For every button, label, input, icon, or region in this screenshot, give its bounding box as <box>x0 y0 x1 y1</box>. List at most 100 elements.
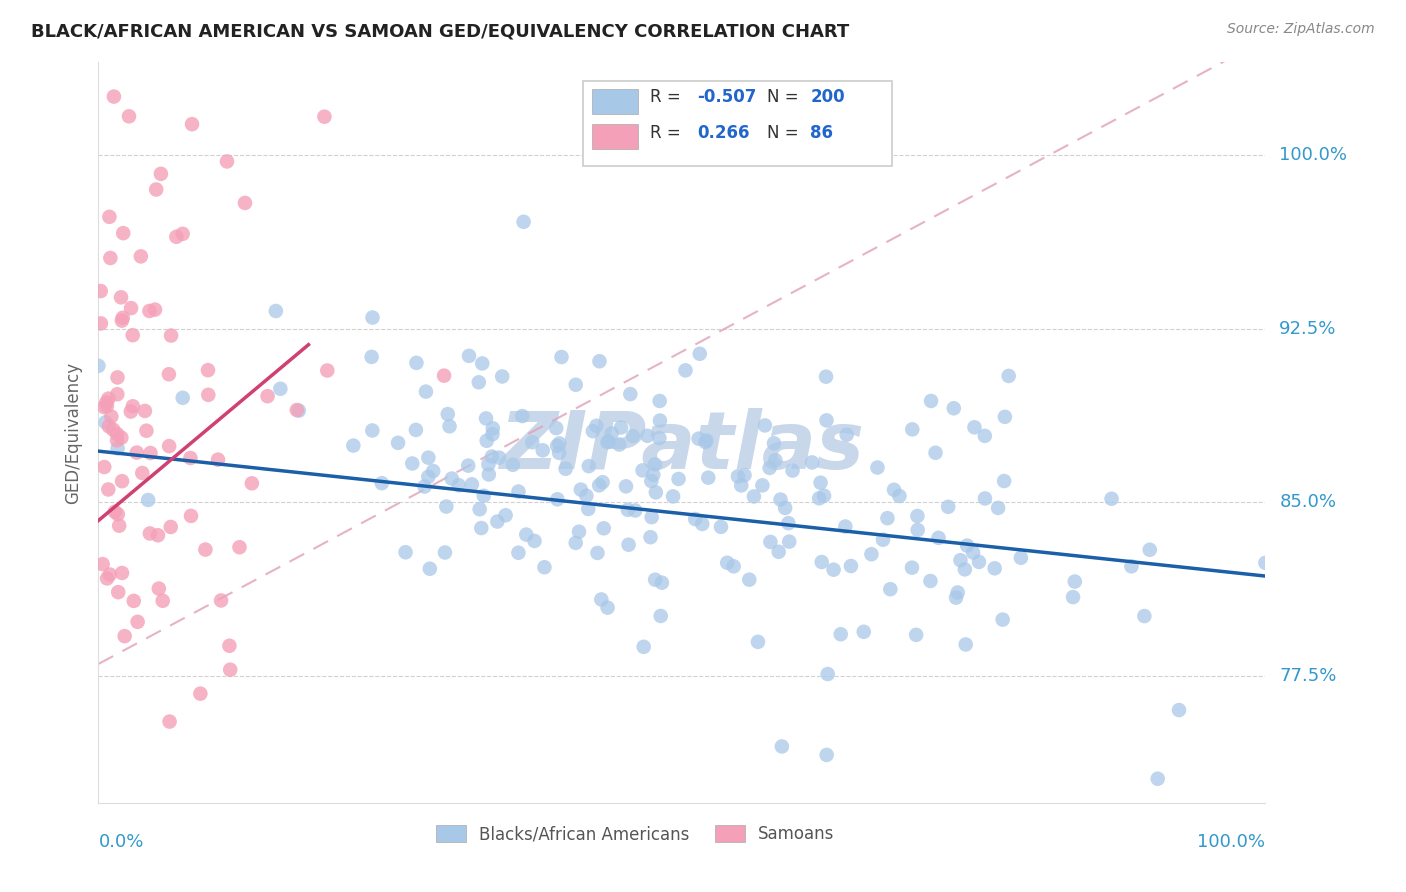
Point <box>1139 542 1161 557</box>
Text: 92.5%: 92.5% <box>1279 319 1337 337</box>
Point <box>361 310 384 325</box>
Point <box>697 470 720 484</box>
Point <box>905 508 928 523</box>
Point <box>433 545 456 559</box>
Point <box>866 460 889 475</box>
Point <box>314 110 336 124</box>
Point <box>405 356 427 370</box>
Point <box>98 567 121 582</box>
Point <box>194 542 217 557</box>
Point <box>1121 559 1143 574</box>
Point <box>759 535 782 549</box>
Point <box>143 833 166 847</box>
Point <box>588 354 610 368</box>
Point <box>962 545 984 559</box>
Point <box>105 814 128 828</box>
Point <box>621 429 644 443</box>
Point <box>1254 556 1277 570</box>
Point <box>994 409 1017 424</box>
Point <box>1168 703 1191 717</box>
Point <box>942 401 965 416</box>
Point <box>586 546 609 560</box>
Point <box>531 443 554 458</box>
Point <box>491 369 513 384</box>
Point <box>107 370 129 384</box>
Point <box>695 434 717 448</box>
Point <box>754 418 776 433</box>
Point <box>481 427 503 442</box>
Point <box>475 411 498 425</box>
Point <box>105 427 128 442</box>
Point <box>651 575 673 590</box>
Point <box>924 446 946 460</box>
Point <box>148 582 170 596</box>
Point <box>834 519 856 533</box>
Point <box>495 508 517 523</box>
Point <box>190 687 212 701</box>
Point <box>953 562 976 576</box>
FancyBboxPatch shape <box>582 81 891 166</box>
Point <box>675 363 697 377</box>
Point <box>215 154 238 169</box>
Point <box>482 421 505 435</box>
Point <box>97 419 120 434</box>
Point <box>104 505 127 519</box>
Point <box>648 431 671 445</box>
Point <box>727 469 749 483</box>
Point <box>488 450 510 465</box>
Point <box>475 434 498 448</box>
Point <box>644 485 666 500</box>
Text: R =: R = <box>651 88 686 106</box>
Point <box>617 502 640 516</box>
Point <box>180 508 202 523</box>
Point <box>751 478 773 492</box>
Point <box>963 420 986 434</box>
Point <box>734 468 756 483</box>
Point <box>515 527 537 541</box>
Text: 200: 200 <box>810 88 845 106</box>
Point <box>107 442 129 456</box>
Point <box>723 559 745 574</box>
Point <box>928 531 950 545</box>
Point <box>907 523 929 537</box>
Point <box>817 667 839 681</box>
Point <box>1101 491 1123 506</box>
Point <box>371 476 394 491</box>
Point <box>813 489 835 503</box>
Point <box>401 457 423 471</box>
Text: BLACK/AFRICAN AMERICAN VS SAMOAN GED/EQUIVALENCY CORRELATION CHART: BLACK/AFRICAN AMERICAN VS SAMOAN GED/EQU… <box>31 22 849 40</box>
Point <box>146 528 169 542</box>
Point <box>96 395 118 409</box>
Point <box>447 478 470 492</box>
Point <box>644 573 666 587</box>
Point <box>418 450 440 465</box>
Point <box>763 453 786 467</box>
Point <box>815 369 838 384</box>
Point <box>149 167 172 181</box>
Point <box>197 388 219 402</box>
Point <box>592 521 614 535</box>
Point <box>342 439 364 453</box>
Point <box>607 437 630 451</box>
Point <box>876 511 898 525</box>
Point <box>588 478 610 492</box>
Point <box>418 470 440 484</box>
Point <box>548 436 571 450</box>
Point <box>640 510 662 524</box>
Point <box>256 389 278 403</box>
Point <box>801 455 824 469</box>
FancyBboxPatch shape <box>592 124 637 149</box>
Point <box>91 557 114 571</box>
Point <box>510 409 533 423</box>
Point <box>136 493 159 508</box>
Point <box>138 304 160 318</box>
Text: 77.5%: 77.5% <box>1279 666 1337 684</box>
Point <box>738 573 761 587</box>
Point <box>598 434 620 449</box>
Text: 0.266: 0.266 <box>697 124 749 142</box>
Point <box>219 663 242 677</box>
Point <box>105 387 128 401</box>
Point <box>458 349 481 363</box>
Point <box>111 474 134 488</box>
Point <box>991 613 1014 627</box>
